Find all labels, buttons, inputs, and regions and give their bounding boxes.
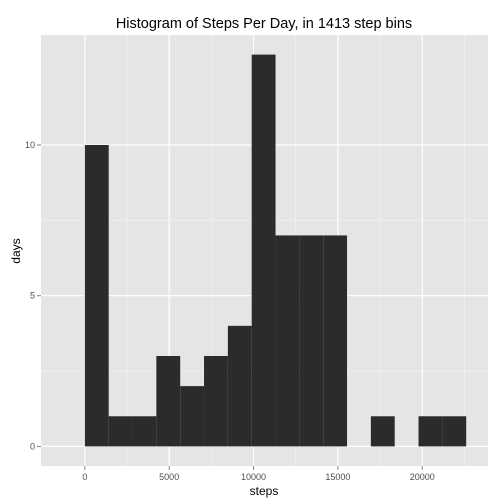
histogram-bar [180, 386, 205, 447]
x-axis-title: steps [250, 484, 279, 498]
histogram-bar [299, 235, 324, 447]
y-axis-title: days [9, 238, 23, 263]
histogram-bar [370, 416, 395, 447]
x-tick-label: 20000 [410, 472, 435, 482]
histogram-bar [108, 416, 133, 447]
histogram-bar [251, 54, 276, 447]
y-tick-label: 5 [30, 291, 35, 301]
histogram-bar [84, 145, 109, 447]
histogram-bar [418, 416, 443, 447]
histogram-bar [204, 355, 228, 447]
x-axis: 0 5000 10000 15000 20000 [82, 466, 435, 482]
x-tick-label: 5000 [159, 472, 179, 482]
y-tick-label: 0 [30, 441, 35, 451]
x-tick-label: 10000 [241, 472, 266, 482]
histogram-bar [132, 416, 157, 447]
y-tick-label: 10 [25, 140, 35, 150]
chart-title: Histogram of Steps Per Day, in 1413 step… [116, 16, 412, 32]
histogram-bars [84, 54, 467, 447]
histogram-bar [323, 235, 348, 447]
x-tick-label: 0 [82, 472, 87, 482]
histogram-bar [227, 325, 252, 447]
y-axis: 0 5 10 [25, 140, 41, 451]
histogram-bar [156, 355, 181, 447]
histogram-bar [275, 235, 300, 447]
histogram-bar [442, 416, 467, 447]
x-tick-label: 15000 [325, 472, 350, 482]
